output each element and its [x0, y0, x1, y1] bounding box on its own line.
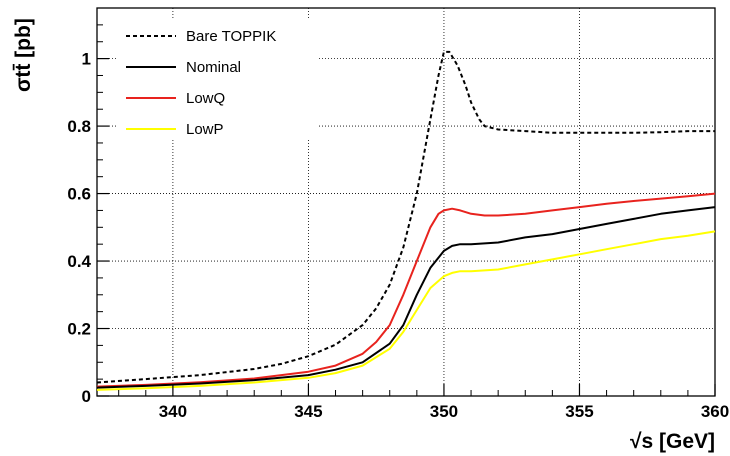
- legend-background: [118, 20, 318, 140]
- x-axis-title: √s [GeV]: [630, 430, 715, 453]
- y-tick-label-5: 1: [82, 50, 91, 69]
- axis-ticks: 340 345 350 355 360 0 0.2 0.4 0.6 0.8 1: [67, 24, 729, 421]
- plot-frame: [96, 7, 716, 397]
- series-line-0: [96, 50, 715, 384]
- y-axis-title: σtt̄ [pb]: [12, 18, 35, 92]
- y-tick-label-0: 0: [82, 387, 91, 406]
- series-line-3: [96, 230, 716, 391]
- y-tick-label-4: 0.8: [67, 117, 91, 136]
- svg-text:σtt̄ [pb]: σtt̄ [pb]: [12, 18, 35, 92]
- legend-label-0: Bare TOPPIK: [186, 28, 276, 45]
- x-tick-label-3: 355: [565, 402, 593, 421]
- series-line-1: [96, 206, 716, 389]
- y-tick-label-1: 0.2: [67, 320, 91, 339]
- y-tick-label-3: 0.6: [67, 185, 91, 204]
- legend: Bare TOPPIK Nominal LowQ LowP: [118, 20, 318, 140]
- legend-label-1: Nominal: [186, 59, 241, 76]
- x-tick-label-4: 360: [701, 402, 729, 421]
- x-tick-label-0: 340: [159, 402, 187, 421]
- series-layer: [96, 50, 716, 391]
- y-tick-label-2: 0.4: [67, 252, 91, 271]
- x-tick-label-2: 350: [430, 402, 458, 421]
- x-tick-label-1: 345: [294, 402, 322, 421]
- legend-label-2: LowQ: [186, 90, 225, 107]
- series-line-2: [96, 192, 716, 388]
- legend-label-3: LowP: [186, 121, 224, 138]
